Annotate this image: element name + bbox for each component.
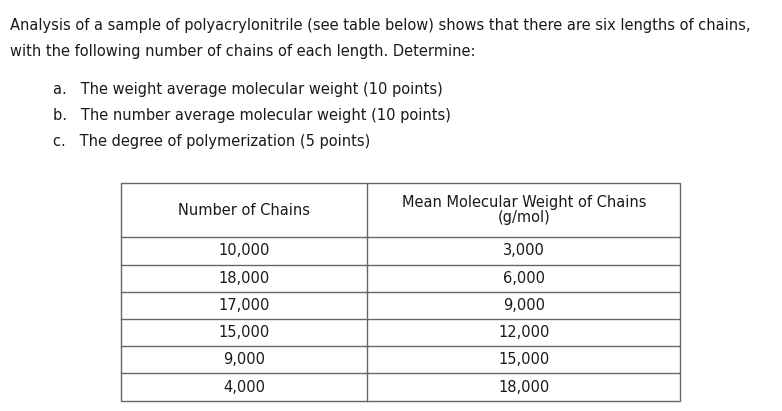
Text: b.   The number average molecular weight (10 points): b. The number average molecular weight (… — [53, 108, 451, 123]
Text: 17,000: 17,000 — [218, 298, 270, 313]
Text: with the following number of chains of each length. Determine:: with the following number of chains of e… — [10, 44, 475, 59]
Text: 18,000: 18,000 — [498, 380, 550, 395]
Text: 9,000: 9,000 — [223, 352, 265, 367]
Text: 15,000: 15,000 — [219, 325, 270, 340]
Text: 15,000: 15,000 — [498, 352, 550, 367]
Text: 12,000: 12,000 — [498, 325, 550, 340]
Text: c.   The degree of polymerization (5 points): c. The degree of polymerization (5 point… — [53, 134, 371, 149]
Text: 10,000: 10,000 — [218, 243, 270, 259]
Text: 6,000: 6,000 — [503, 271, 545, 286]
Text: Analysis of a sample of polyacrylonitrile (see table below) shows that there are: Analysis of a sample of polyacrylonitril… — [10, 18, 751, 33]
Text: Number of Chains: Number of Chains — [178, 203, 310, 217]
Bar — [121, 183, 680, 401]
Text: 3,000: 3,000 — [503, 243, 545, 259]
Text: (g/mol): (g/mol) — [497, 210, 551, 225]
Text: 4,000: 4,000 — [223, 380, 265, 395]
Text: Mean Molecular Weight of Chains: Mean Molecular Weight of Chains — [401, 195, 646, 210]
Text: a.   The weight average molecular weight (10 points): a. The weight average molecular weight (… — [53, 82, 443, 97]
Text: 18,000: 18,000 — [219, 271, 270, 286]
Text: 9,000: 9,000 — [503, 298, 545, 313]
